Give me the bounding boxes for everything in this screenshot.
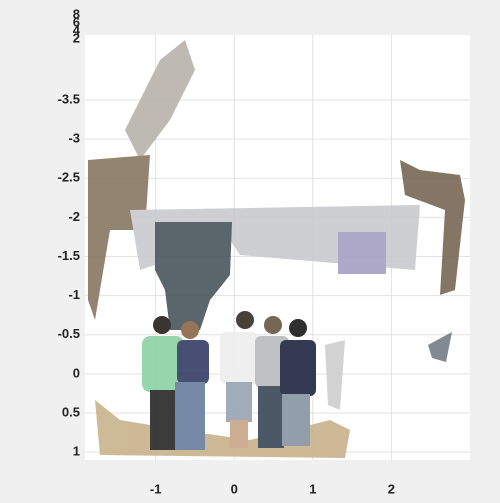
x-tick-label: -1 [150, 481, 162, 496]
right-wall-points [400, 160, 465, 295]
point-cloud-scene [88, 40, 465, 458]
y-tick-label: -3 [68, 131, 80, 146]
z-tick-label: 6 [73, 14, 80, 29]
x-tick-label: 2 [388, 481, 395, 496]
person-5 [280, 319, 316, 446]
door-points [155, 222, 232, 330]
person-4 [255, 316, 289, 448]
y-tick-label: -2 [68, 209, 80, 224]
screen-points [338, 232, 386, 274]
left-wall-points [88, 155, 150, 320]
y-tick-label: 0.5 [62, 404, 80, 419]
object-points [325, 340, 345, 410]
y-tick-label: -1.5 [58, 248, 80, 263]
y-tick-label: 0 [73, 365, 80, 380]
y-tick-label: -2.5 [58, 170, 80, 185]
person-2 [175, 321, 209, 450]
person-3 [220, 311, 258, 448]
y-tick-label: 1 [73, 444, 80, 459]
y-tick-label: -3.5 [58, 91, 80, 106]
x-tick-label: 0 [231, 481, 238, 496]
z-tick-label: 4 [73, 22, 81, 37]
ceiling-points [125, 40, 195, 160]
z-tick-label: 2 [73, 30, 80, 45]
person-1 [142, 316, 184, 450]
z-tick-label: 8 [73, 6, 80, 21]
stray-points [428, 332, 452, 362]
x-tick-label: 1 [309, 481, 316, 496]
y-tick-label: -1 [68, 287, 80, 302]
y-tick-label: -0.5 [58, 326, 80, 341]
